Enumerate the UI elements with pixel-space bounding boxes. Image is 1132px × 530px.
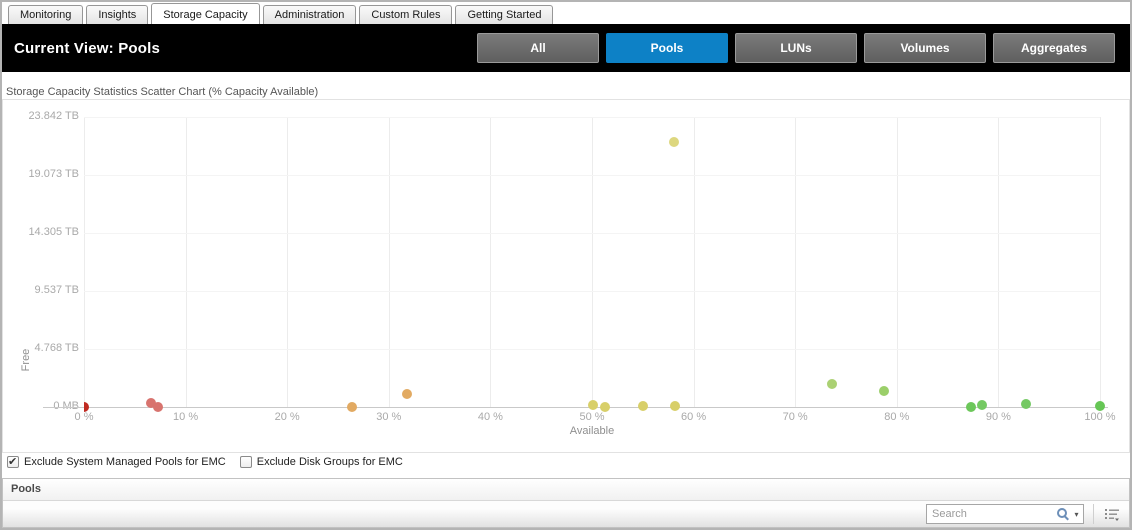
exclude-disk-groups-label: Exclude Disk Groups for EMC <box>256 456 403 468</box>
gridline-vertical <box>896 117 898 407</box>
scatter-point[interactable] <box>146 397 157 408</box>
x-tick-label: 50 % <box>579 411 605 423</box>
tab-insights[interactable]: Insights <box>86 5 149 24</box>
gridline-vertical <box>693 117 695 407</box>
tab-administration[interactable]: Administration <box>262 5 357 24</box>
x-tick-label: 30 % <box>376 411 402 423</box>
y-tick-label: 0 MB <box>53 400 79 412</box>
x-tick-label: 90 % <box>985 411 1011 423</box>
x-tick-label: 70 % <box>782 411 808 423</box>
exclude-disk-groups-checkbox[interactable] <box>239 456 252 468</box>
gridline-vertical <box>592 117 593 407</box>
view-button-volumes[interactable]: Volumes <box>864 33 986 63</box>
scatter-point[interactable] <box>153 401 164 412</box>
y-tick-label: 9.537 TB <box>34 284 79 296</box>
gridline-vertical <box>84 117 85 407</box>
y-tick-label: 23.842 TB <box>28 110 79 122</box>
gridline-horizontal <box>84 349 1100 350</box>
chart-filters: Exclude System Managed Pools for EMC Exc… <box>7 455 403 468</box>
pools-toolbar: ▾ <box>3 501 1129 527</box>
x-tick-label: 80 % <box>884 411 910 423</box>
scatter-point[interactable] <box>588 400 599 411</box>
x-tick-label: 0 % <box>74 411 94 423</box>
current-view-header: Current View: Pools All Pools LUNs Volum… <box>2 24 1130 72</box>
view-button-aggregates[interactable]: Aggregates <box>993 33 1115 63</box>
gridline-horizontal <box>84 117 1100 118</box>
tab-storage-capacity[interactable]: Storage Capacity <box>151 3 260 24</box>
y-tick-label: 14.305 TB <box>28 226 79 238</box>
x-tick-label: 100 % <box>1084 411 1116 423</box>
y-tick-label: 4.768 TB <box>34 342 79 354</box>
exclude-system-managed-pools-label: Exclude System Managed Pools for EMC <box>24 456 226 468</box>
search-options-dropdown-icon[interactable]: ▾ <box>1074 509 1079 519</box>
scatter-point[interactable] <box>600 401 611 412</box>
scatter-point[interactable] <box>977 399 988 410</box>
gridline-vertical <box>998 117 1000 407</box>
x-axis-line <box>43 407 1108 408</box>
gridline-horizontal <box>84 233 1100 234</box>
x-tick-label: 20 % <box>274 411 300 423</box>
pools-panel-title: Pools <box>3 479 1129 501</box>
gridline-horizontal <box>84 175 1100 176</box>
tab-strip: Monitoring Insights Storage Capacity Adm… <box>2 2 1130 24</box>
scatter-point[interactable] <box>1020 398 1031 409</box>
gridline-vertical <box>388 117 390 407</box>
grid-customize-icon[interactable] <box>1103 505 1121 523</box>
gridline-vertical <box>795 117 797 407</box>
toolbar-separator <box>1093 504 1094 524</box>
scatter-point[interactable] <box>347 401 358 412</box>
scatter-point[interactable] <box>965 401 976 412</box>
tab-getting-started[interactable]: Getting Started <box>455 5 554 24</box>
pools-panel: Pools ▾ <box>2 478 1130 528</box>
chart-title: Storage Capacity Statistics Scatter Char… <box>6 86 319 98</box>
plot-area <box>84 106 1108 413</box>
gridline-vertical <box>185 117 187 407</box>
scatter-point[interactable] <box>1095 401 1105 412</box>
search-input[interactable] <box>927 508 1056 520</box>
current-view-title: Current View: Pools <box>14 39 161 57</box>
x-axis-title: Available <box>569 425 615 437</box>
exclude-system-managed-pools-checkbox[interactable] <box>7 455 19 468</box>
scatter-point[interactable] <box>669 136 680 147</box>
scatter-point[interactable] <box>84 402 89 412</box>
gridline-vertical <box>287 117 289 407</box>
tab-monitoring[interactable]: Monitoring <box>8 5 84 24</box>
tab-custom-rules[interactable]: Custom Rules <box>359 5 453 24</box>
gridline-vertical <box>1100 117 1101 407</box>
view-button-luns[interactable]: LUNs <box>735 33 857 63</box>
view-button-all[interactable]: All <box>477 33 599 63</box>
x-tick-label: 60 % <box>681 411 707 423</box>
gridline-horizontal <box>84 291 1100 292</box>
scatter-point[interactable] <box>826 378 837 389</box>
scatter-point[interactable] <box>402 388 413 399</box>
scatter-point[interactable] <box>637 400 648 411</box>
scatter-point[interactable] <box>878 385 889 396</box>
scatter-point[interactable] <box>670 400 681 411</box>
x-tick-label: 40 % <box>477 411 503 423</box>
x-tick-label: 10 % <box>173 411 199 423</box>
view-button-group: All Pools LUNs Volumes Aggregates <box>477 33 1115 63</box>
search-icon[interactable] <box>1056 507 1070 521</box>
search-box: ▾ <box>926 504 1084 524</box>
view-button-pools[interactable]: Pools <box>606 33 728 63</box>
gridline-vertical <box>490 117 492 407</box>
y-tick-label: 19.073 TB <box>28 168 79 180</box>
scatter-chart: Free 0 % 10 % 20 % 30 % 40 % 50 % 60 % 70 % 80 %… <box>2 99 1130 453</box>
